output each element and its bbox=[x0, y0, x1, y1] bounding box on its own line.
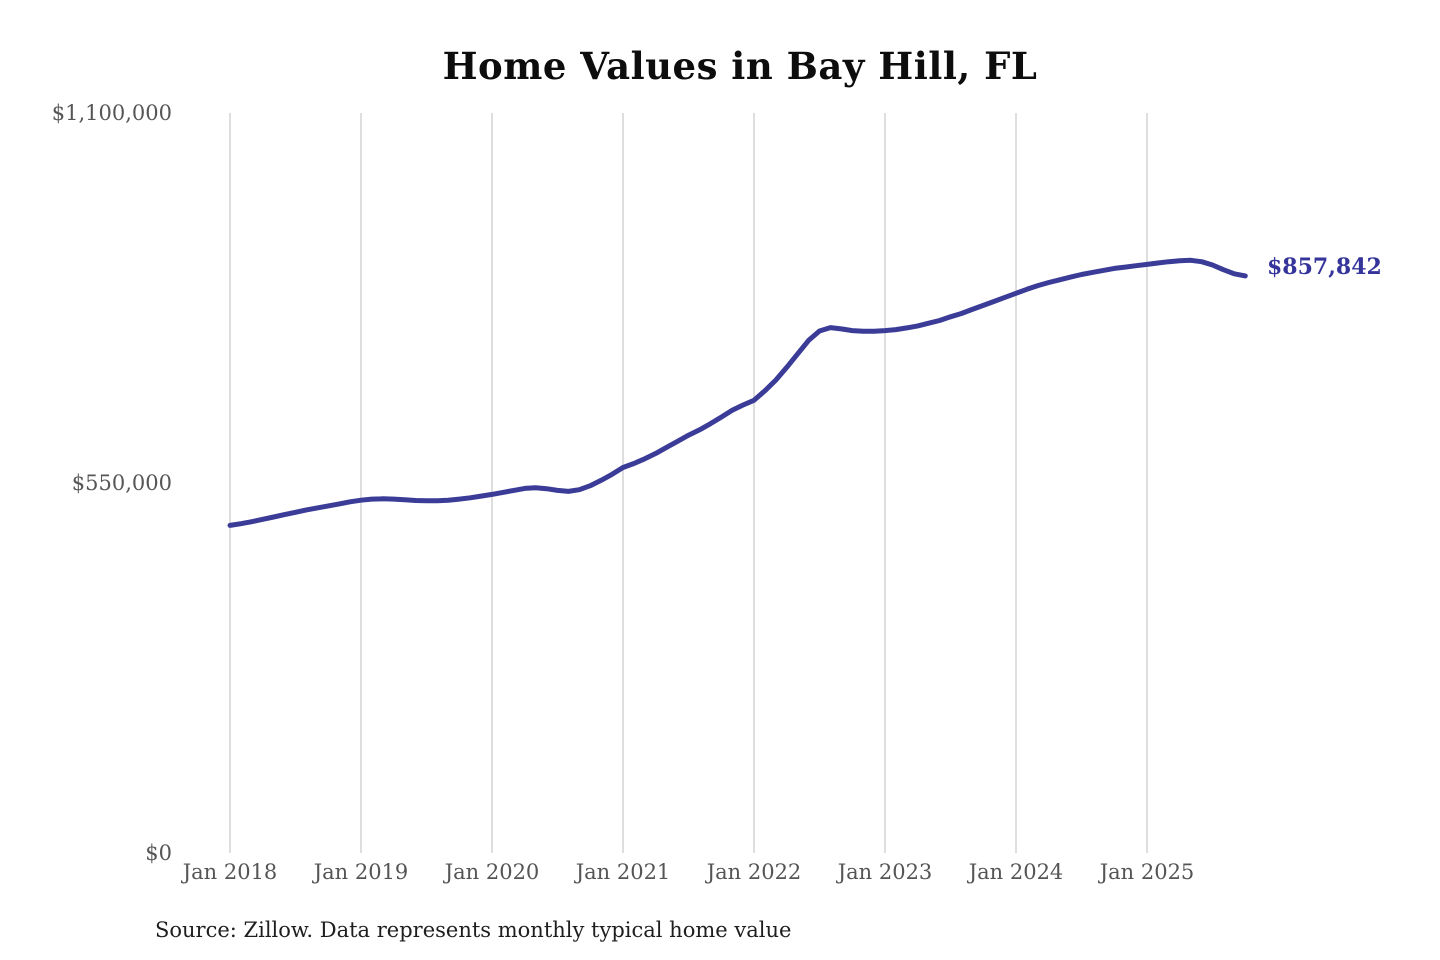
vertical-gridlines bbox=[229, 113, 1148, 853]
chart-title: Home Values in Bay Hill, FL bbox=[442, 44, 1038, 88]
x-tick-label: Jan 2025 bbox=[1099, 860, 1195, 884]
y-tick-label: $550,000 bbox=[71, 471, 172, 495]
x-tick-label: Jan 2023 bbox=[837, 860, 933, 884]
x-tick-label: Jan 2018 bbox=[182, 860, 278, 884]
x-tick-label: Jan 2020 bbox=[444, 860, 540, 884]
latest-value-label: $857,842 bbox=[1267, 254, 1382, 280]
x-tick-label: Jan 2019 bbox=[313, 860, 409, 884]
x-tick-label: Jan 2024 bbox=[968, 860, 1064, 884]
home-value-line bbox=[227, 257, 1248, 528]
x-tick-label: Jan 2022 bbox=[706, 860, 802, 884]
x-tick-label: Jan 2021 bbox=[575, 860, 671, 884]
y-tick-label: $0 bbox=[145, 841, 172, 865]
y-tick-label: $1,100,000 bbox=[51, 101, 172, 125]
source-note: Source: Zillow. Data represents monthly … bbox=[155, 918, 792, 942]
